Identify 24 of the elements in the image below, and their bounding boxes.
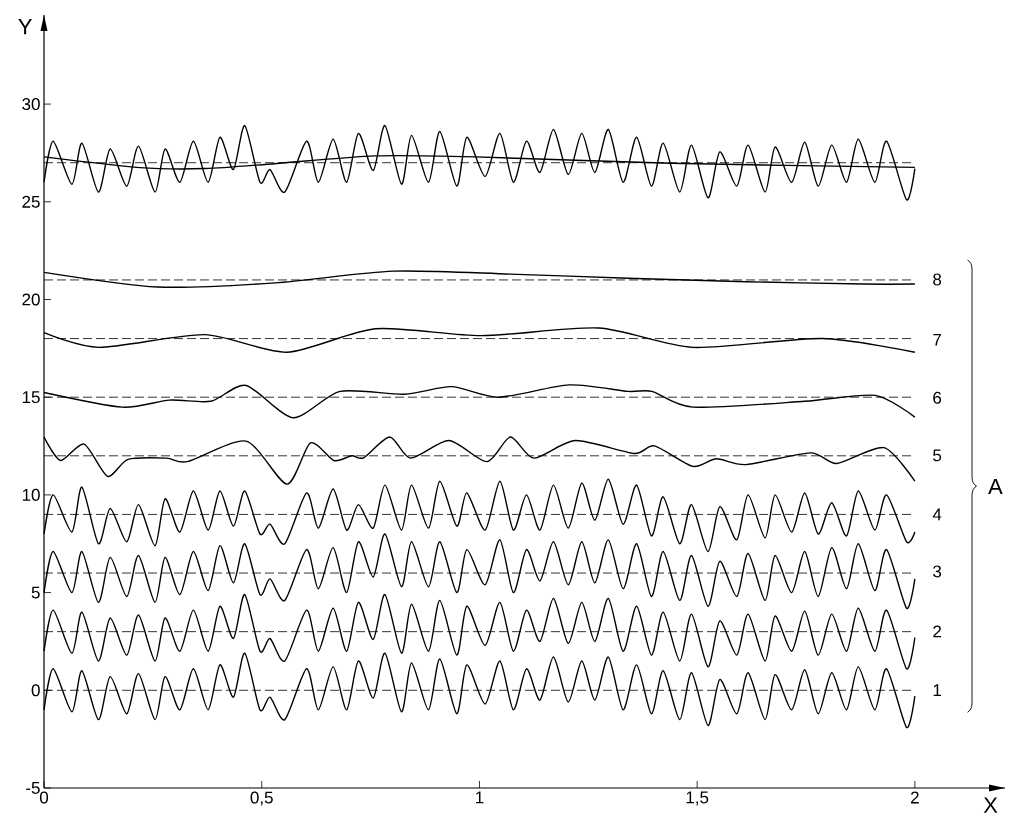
x-tick-label: 0: [39, 791, 49, 804]
y-axis-title: Y: [18, 19, 32, 35]
x-axis-title: X: [983, 797, 998, 813]
y-tick-label: 25: [22, 195, 40, 208]
y-tick-label: 5: [31, 586, 40, 599]
annotation: A: [988, 478, 1003, 495]
series-label: 6: [933, 391, 942, 404]
series-label: 4: [932, 508, 942, 521]
y-tick-label: 30: [22, 98, 40, 111]
y-tick-label: 0: [31, 684, 40, 697]
x-tick-label: 2: [911, 791, 919, 804]
y-tick-label: -5: [26, 782, 40, 794]
x-tick-label: 1: [476, 791, 484, 804]
series-label: 5: [933, 449, 942, 462]
y-tick-label: 20: [22, 293, 40, 306]
y-tick-label: 10: [22, 488, 40, 501]
series-label: 7: [933, 333, 941, 346]
series-label: 2: [933, 625, 941, 638]
series-label: 8: [933, 273, 942, 286]
series-label: 3: [933, 565, 942, 578]
x-tick-label: 1,5: [686, 791, 709, 806]
y-tick-label: 15: [22, 391, 40, 404]
x-tick-label: 0,5: [250, 791, 273, 806]
series-label: 1: [933, 684, 942, 696]
